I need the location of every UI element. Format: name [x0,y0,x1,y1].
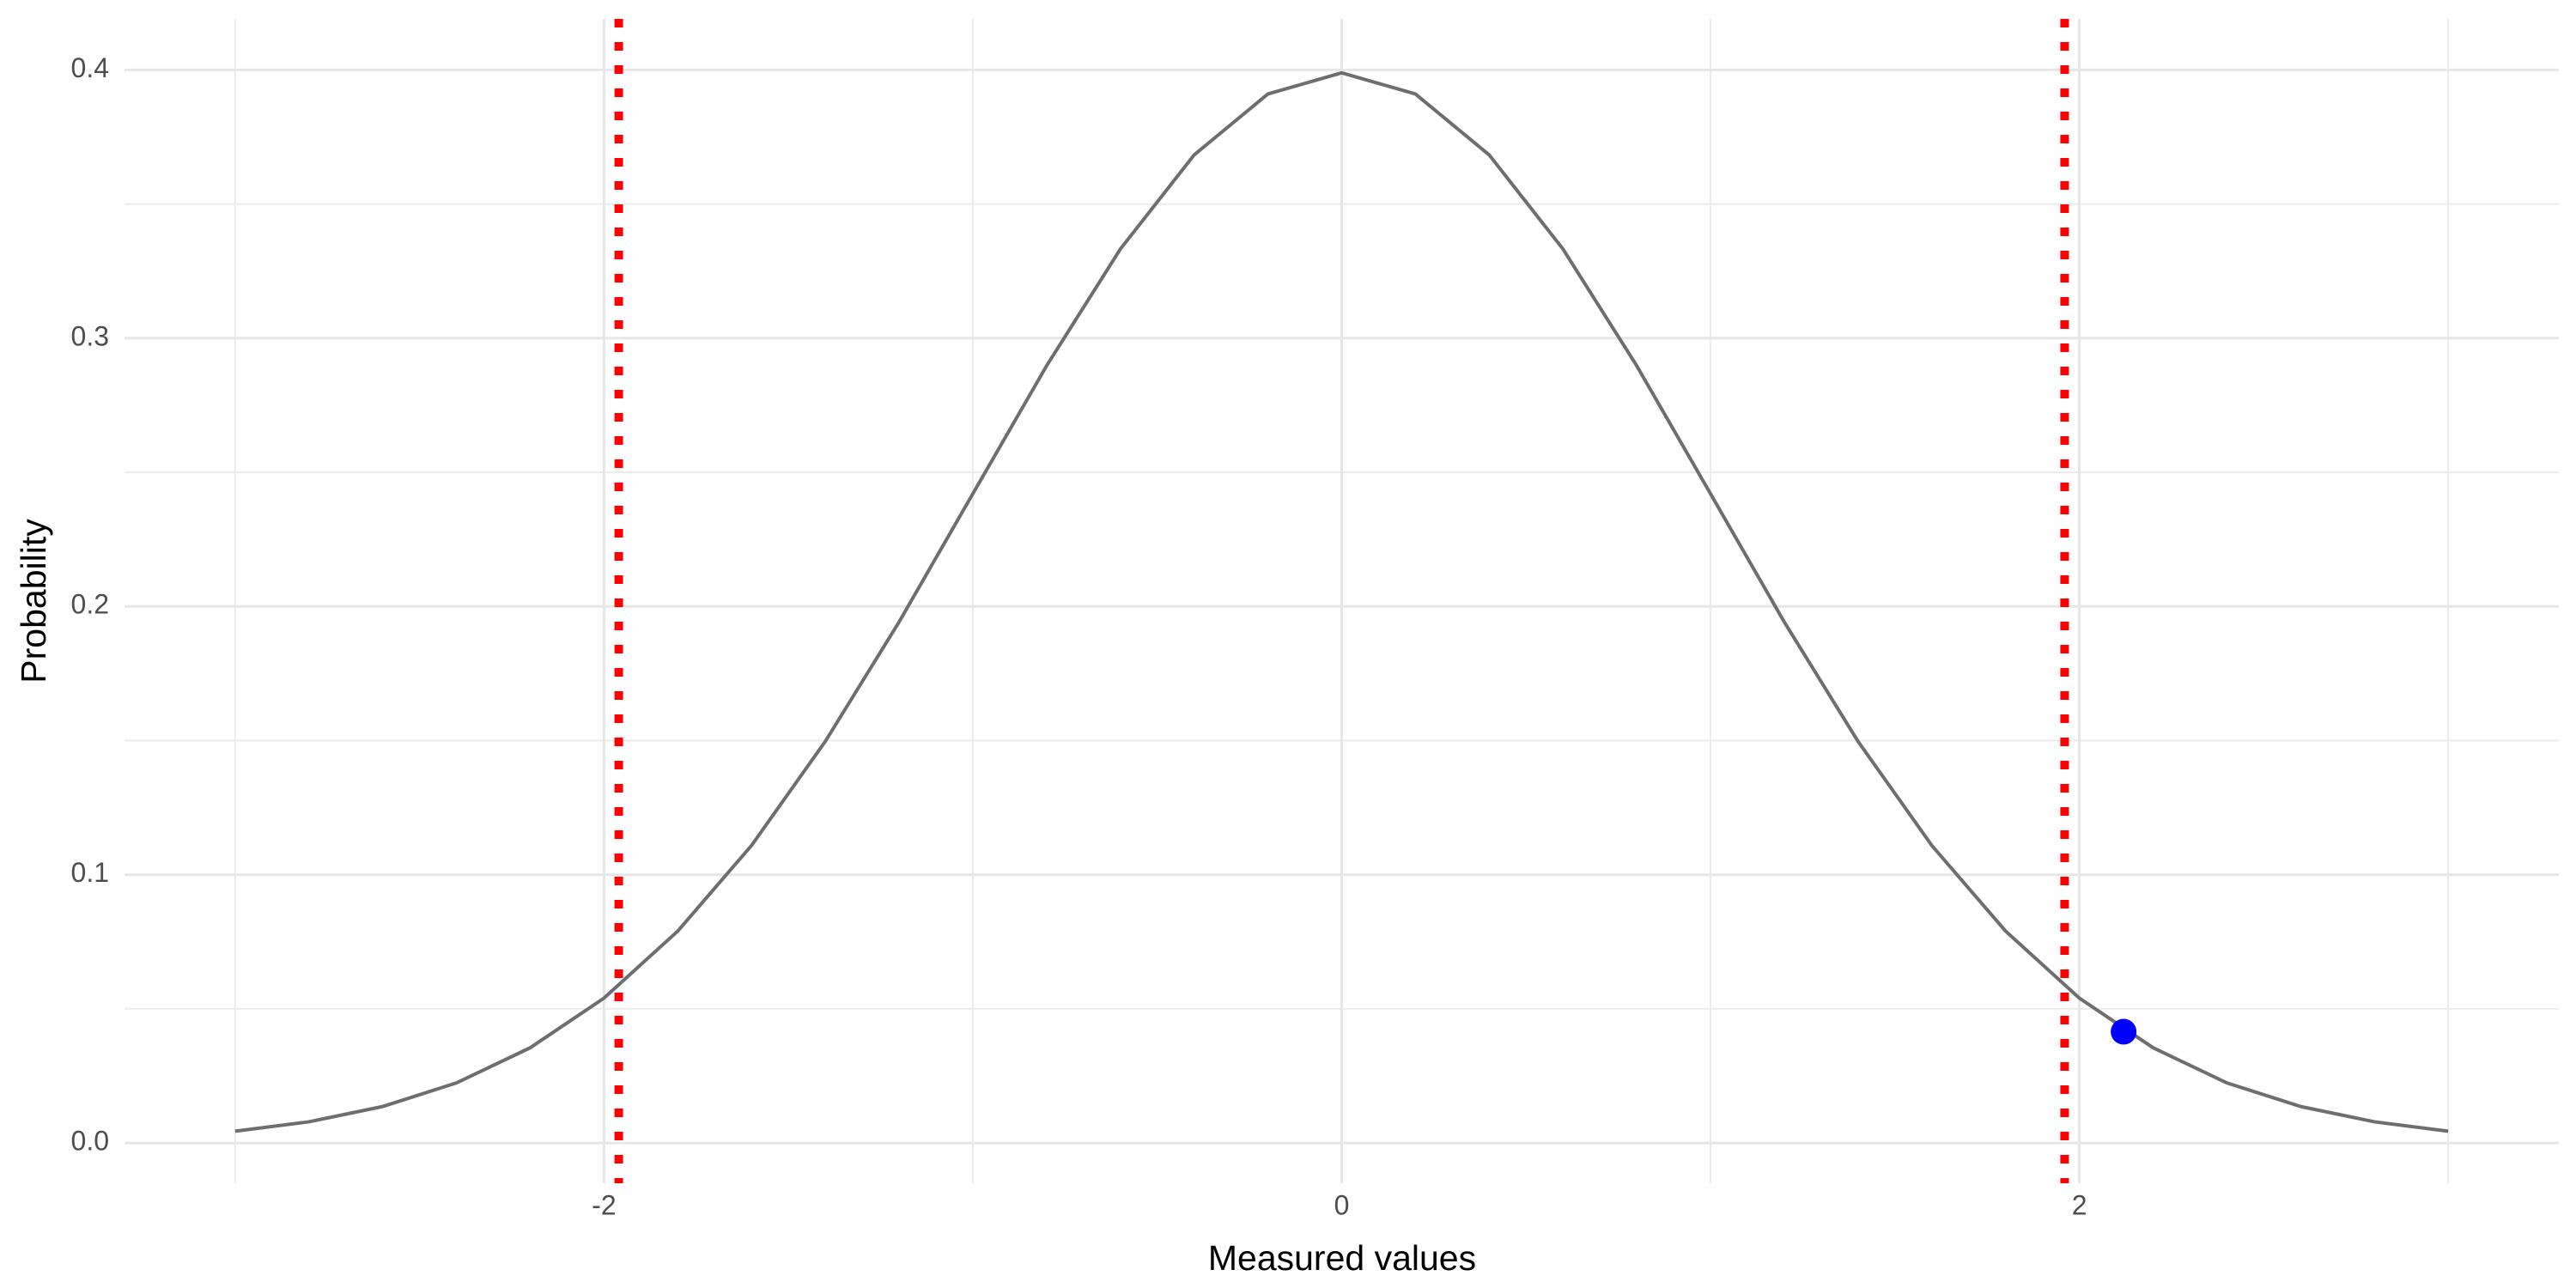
y-axis-title: Probability [14,519,53,683]
y-tick-label: 0.4 [71,52,109,83]
observed-point [2111,1018,2137,1045]
x-tick-label: 2 [2072,1189,2087,1220]
y-tick-label: 0.1 [71,857,109,888]
y-tick-label: 0.2 [71,589,109,620]
x-tick-label: 0 [1334,1189,1350,1220]
x-tick-label: -2 [592,1189,616,1220]
y-tick-label: 0.3 [71,320,109,351]
y-tick-label: 0.0 [71,1126,109,1157]
x-axis-title: Measured values [1208,1238,1476,1278]
density-curve [234,70,2449,1133]
